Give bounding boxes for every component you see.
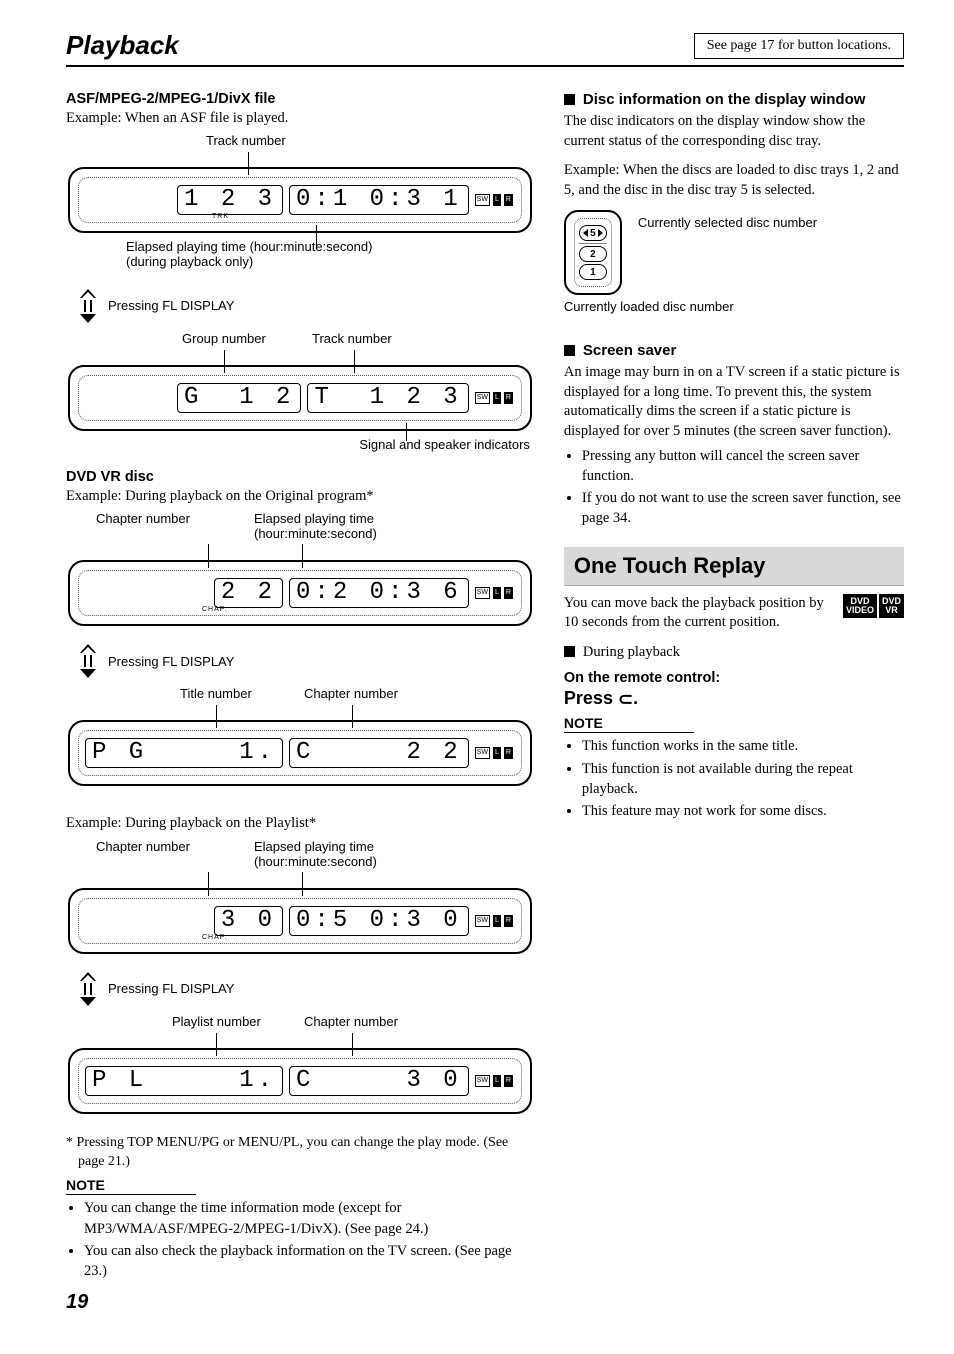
page-title: Playback xyxy=(66,30,179,61)
seg-time: 0:1 0:3 1 xyxy=(289,185,469,215)
right-column: Disc information on the display window T… xyxy=(564,91,904,1292)
fl-display-label: Pressing FL DISPLAY xyxy=(108,298,234,313)
tray-2: 2 xyxy=(579,246,607,262)
lbl-track-number-2: Track number xyxy=(312,331,392,346)
lbl-chapter-3: Chapter number xyxy=(96,840,190,855)
lbl-selected-disc: Currently selected disc number xyxy=(638,215,817,230)
badge-dvd-video: DVDVIDEO xyxy=(843,594,877,618)
header-ref-box: See page 17 for button locations. xyxy=(694,33,904,59)
seg-chapter-4: C 3 0 xyxy=(289,1066,469,1096)
press-line: Press ⊂. xyxy=(564,688,904,709)
square-bullet-icon xyxy=(564,94,575,105)
lbl-chapter: Chapter number xyxy=(96,512,190,527)
replay-icon: ⊂ xyxy=(618,689,633,710)
otr-note-label: NOTE xyxy=(564,715,904,731)
lbl-elapsed-3: Elapsed playing time(hour:minute:second) xyxy=(254,840,377,870)
list-item: You can also check the playback informat… xyxy=(84,1241,534,1282)
note-rule xyxy=(66,1194,196,1195)
lbl-track-number: Track number xyxy=(206,133,286,148)
left-note-list: You can change the time information mode… xyxy=(84,1198,534,1281)
asf-title: ASF/MPEG-2/MPEG-1/DivX file xyxy=(66,91,534,107)
one-touch-replay-banner: One Touch Replay xyxy=(564,547,904,586)
lbl-elapsed: Elapsed playing time (hour:minute:second… xyxy=(126,239,372,269)
sub-chap-2: CHAP. xyxy=(202,934,228,941)
fl-display-toggle: Pressing FL DISPLAY xyxy=(78,972,534,1006)
lbl-chapter-4: Chapter number xyxy=(304,1014,398,1029)
list-item: This function is not available during th… xyxy=(582,759,904,800)
fl-display-toggle: Pressing FL DISPLAY xyxy=(78,289,534,323)
list-item: You can change the time information mode… xyxy=(84,1198,534,1239)
lbl-title-number: Title number xyxy=(180,686,252,701)
seg-group: G 1 2 xyxy=(177,383,301,413)
asf-display-1: 1 2 3 0:1 0:3 1 SWLR TRK xyxy=(68,167,532,233)
seg-playlist: P L 1. xyxy=(85,1066,283,1096)
on-remote: On the remote control: xyxy=(564,670,904,686)
indicators: SWLR xyxy=(475,392,513,404)
seg-time-3: 0:5 0:3 0 xyxy=(289,906,469,936)
seg-chapter-3: 3 0 xyxy=(214,906,283,936)
seg-titlenum: P G 1. xyxy=(85,738,283,768)
lbl-loaded-disc: Currently loaded disc number xyxy=(564,299,904,314)
list-item: Pressing any button will cancel the scre… xyxy=(582,446,904,487)
sub-trk: TRK xyxy=(212,213,229,220)
tray-1: 1 xyxy=(579,264,607,280)
sub-chap: CHAP. xyxy=(202,606,228,613)
vr-display-4: P L 1. C 3 0 SWLR xyxy=(68,1048,532,1114)
asf-example: Example: When an ASF file is played. xyxy=(66,109,534,129)
list-item: This function works in the same title. xyxy=(582,736,904,756)
vr-ex2: Example: During playback on the Playlist… xyxy=(66,814,534,834)
fl-display-toggle: Pressing FL DISPLAY xyxy=(78,644,534,678)
list-item: This feature may not work for some discs… xyxy=(582,801,904,821)
disc-info-p1: The disc indicators on the display windo… xyxy=(564,112,904,151)
vr-display-3: 3 0 0:5 0:3 0 SWLR CHAP. xyxy=(68,888,532,954)
otr-note-list: This function works in the same title. T… xyxy=(582,736,904,821)
note-rule xyxy=(564,732,694,733)
square-bullet-icon xyxy=(564,345,575,356)
disc-info-title: Disc information on the display window xyxy=(564,91,904,108)
fl-display-label: Pressing FL DISPLAY xyxy=(108,654,234,669)
screen-saver-p: An image may burn in on a TV screen if a… xyxy=(564,363,904,441)
lbl-elapsed-2: Elapsed playing time(hour:minute:second) xyxy=(254,512,377,542)
square-bullet-icon xyxy=(564,646,575,657)
format-badges: DVDVIDEO DVDVR xyxy=(843,594,904,618)
lbl-group-number: Group number xyxy=(182,331,266,346)
seg-time-2: 0:2 0:3 6 xyxy=(289,578,469,608)
lbl-playlist-number: Playlist number xyxy=(172,1014,261,1029)
seg-chapter-2: C 2 2 xyxy=(289,738,469,768)
vr-display-1: 2 2 0:2 0:3 6 SWLR CHAP. xyxy=(68,560,532,626)
list-item: If you do not want to use the screen sav… xyxy=(582,488,904,529)
screen-saver-title: Screen saver xyxy=(564,342,904,359)
seg-chapter: 2 2 xyxy=(214,578,283,608)
screen-saver-list: Pressing any button will cancel the scre… xyxy=(582,446,904,529)
page-number: 19 xyxy=(66,1291,88,1314)
disc-info-p2: Example: When the discs are loaded to di… xyxy=(564,161,904,200)
tray-5: 5 xyxy=(579,225,607,241)
seg-track-2: T 1 2 3 xyxy=(307,383,468,413)
lbl-chapter-2: Chapter number xyxy=(304,686,398,701)
tray-diagram: 5 2 1 Currently selected disc number xyxy=(564,210,904,295)
indicators: SWLR xyxy=(475,194,513,206)
left-column: ASF/MPEG-2/MPEG-1/DivX file Example: Whe… xyxy=(66,91,534,1292)
footnote: * Pressing TOP MENU/PG or MENU/PL, you c… xyxy=(66,1134,534,1172)
fl-display-label: Pressing FL DISPLAY xyxy=(108,981,234,996)
vr-ex1: Example: During playback on the Original… xyxy=(66,487,534,507)
seg-track: 1 2 3 xyxy=(177,185,283,215)
header-rule xyxy=(66,65,904,67)
asf-display-2: G 1 2 T 1 2 3 SWLR xyxy=(68,365,532,431)
badge-dvd-vr: DVDVR xyxy=(879,594,904,618)
left-note-label: NOTE xyxy=(66,1177,534,1193)
vr-display-2: P G 1. C 2 2 SWLR xyxy=(68,720,532,786)
during-playback: During playback xyxy=(564,643,904,663)
vr-title: DVD VR disc xyxy=(66,469,534,485)
lbl-signal: Signal and speaker indicators xyxy=(359,437,530,452)
